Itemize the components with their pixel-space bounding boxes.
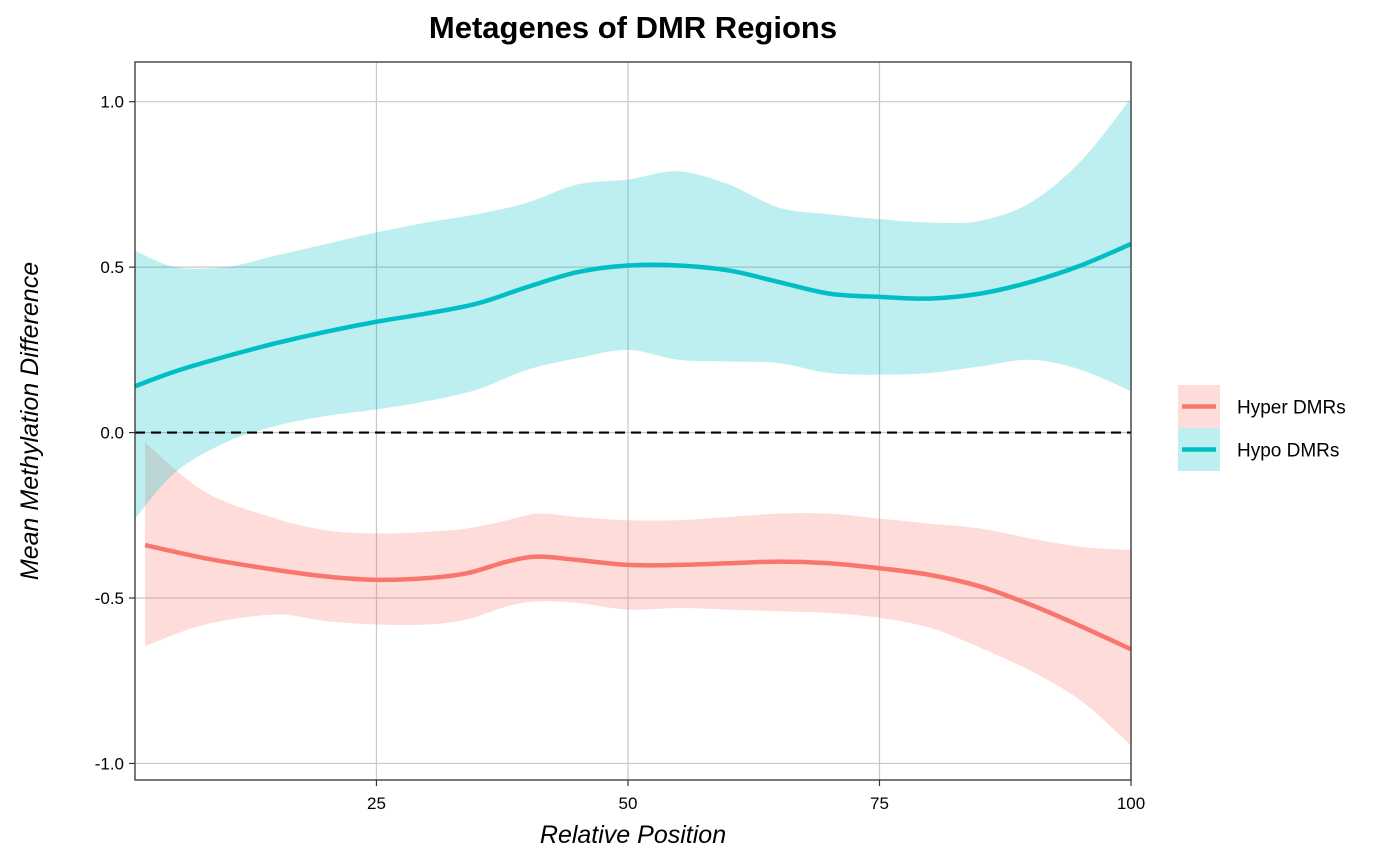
plot-panel-background [135,62,1131,780]
series-line-hypo-dmrs [135,241,1131,389]
series-line-hyper-dmrs [144,542,1131,652]
x-tick-label: 25 [367,794,386,813]
y-tick-label: 0.0 [100,424,124,443]
x-tick-label: 100 [1117,794,1145,813]
y-tick-label: 1.0 [100,93,124,112]
x-axis: 25 50 75 100 [367,780,1145,813]
y-tick-label: -1.0 [95,754,124,773]
x-axis-label: Relative Position [540,821,726,849]
chart-title: Metagenes of DMR Regions [429,10,837,45]
confidence-band-hypo-dmrs [135,98,1131,519]
x-tick-label: 75 [870,794,889,813]
y-axis: -1.0 -0.5 0.0 0.5 1.0 [95,93,135,773]
legend: Hyper DMRs Hypo DMRs [1178,385,1346,471]
y-tick-label: -0.5 [95,589,124,608]
legend-label: Hypo DMRs [1237,441,1339,462]
confidence-band-hyper-dmrs [145,442,1131,746]
confidence-bands [135,98,1131,746]
plot-panel-border [134,61,1132,781]
legend-label: Hyper DMRs [1237,398,1346,419]
y-axis-label: Mean Methylation Difference [16,262,44,580]
x-tick-label: 50 [619,794,638,813]
y-tick-label: 0.5 [100,258,124,277]
series-lines [135,241,1131,652]
